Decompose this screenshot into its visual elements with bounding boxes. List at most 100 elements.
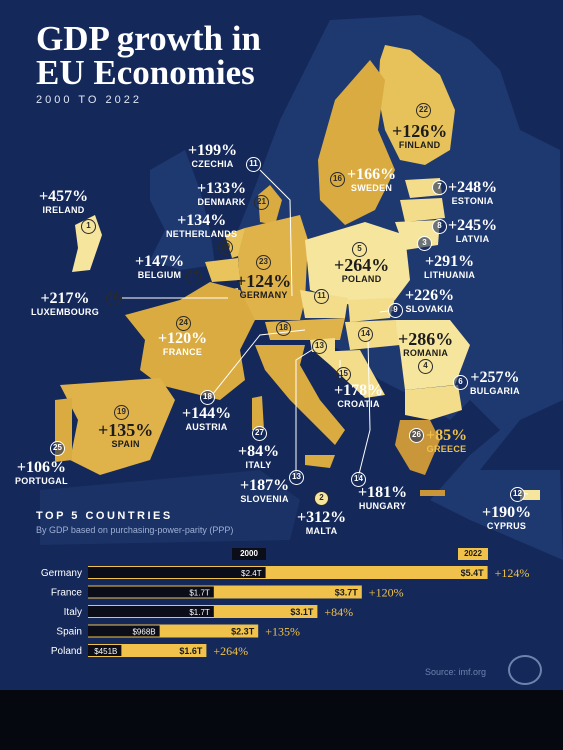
north-africa-land bbox=[40, 470, 300, 545]
growth-croatia: +178% bbox=[334, 382, 384, 399]
rank-badge-greece: 26 bbox=[409, 428, 424, 443]
growth-czechia: +199% bbox=[188, 142, 238, 159]
growth-hungary: +181% bbox=[358, 484, 408, 501]
name-estonia: ESTONIA bbox=[451, 196, 494, 206]
bar-2000-poland bbox=[88, 645, 122, 656]
growth-slovakia: +226% bbox=[405, 287, 455, 304]
growth-austria: +144% bbox=[182, 405, 232, 422]
rank-badge-cyprus: 12 bbox=[510, 487, 525, 502]
growth-portugal: +106% bbox=[16, 459, 67, 476]
category-label-spain: Spain bbox=[56, 627, 82, 638]
label-lithuania: +291% LITHUANIA bbox=[424, 254, 476, 281]
growth-malta: +312% bbox=[297, 509, 347, 526]
name-ireland: IRELAND bbox=[42, 205, 85, 215]
infographic-poster: Germany $2.4T $5.4T +124% France $1.7T $3.7T +1… bbox=[0, 0, 563, 690]
uk-land bbox=[150, 150, 215, 270]
rank-badge-germany: 23 bbox=[256, 255, 271, 270]
value-label-2022-italy: $3.1T bbox=[290, 607, 314, 617]
bar-2000-france bbox=[88, 586, 214, 598]
value-label-2000-poland: $451B bbox=[94, 647, 117, 656]
growth-label-spain: +135% bbox=[265, 625, 300, 639]
rank-badge-netherlands: 20 bbox=[218, 240, 233, 255]
name-malta: MALTA bbox=[305, 526, 338, 536]
growth-slovenia: +187% bbox=[240, 477, 290, 494]
rank-badge-austria: 18 bbox=[200, 390, 215, 405]
name-czechia: CZECHIA bbox=[191, 159, 234, 169]
label-bulgaria: +257% BULGARIA bbox=[470, 369, 520, 397]
rank-badge-belgium: 17 bbox=[186, 269, 201, 284]
rank-badge-austria-map: 18 bbox=[276, 321, 291, 336]
name-germany: GERMANY bbox=[239, 290, 288, 300]
name-hungary: HUNGARY bbox=[358, 501, 407, 511]
name-croatia: CROATIA bbox=[337, 399, 380, 409]
name-finland: FINLAND bbox=[398, 140, 441, 150]
bar-2000-spain bbox=[88, 625, 160, 637]
name-latvia: LATVIA bbox=[455, 234, 490, 244]
growth-label-germany: +124% bbox=[495, 566, 530, 580]
name-greece: GREECE bbox=[426, 444, 467, 454]
name-austria: AUSTRIA bbox=[185, 422, 228, 432]
value-label-2000-france: $1.7T bbox=[189, 589, 210, 598]
brand-logo-icon bbox=[508, 655, 542, 685]
region-italy bbox=[255, 345, 345, 445]
name-slovakia: SLOVAKIA bbox=[405, 304, 454, 314]
label-cyprus: +190% CYPRUS bbox=[482, 505, 531, 532]
top5-title: TOP 5 COUNTRIES bbox=[36, 510, 173, 522]
top5-subtitle: By GDP based on purchasing-power-parity … bbox=[36, 525, 234, 535]
label-belgium: +147% BELGIUM bbox=[135, 254, 184, 281]
growth-romania: +286% bbox=[398, 329, 454, 349]
leader-line-czechia bbox=[259, 169, 293, 297]
region-sicily bbox=[305, 455, 335, 468]
growth-greece: +85% bbox=[426, 427, 468, 444]
growth-bulgaria: +257% bbox=[470, 369, 520, 386]
growth-finland: +126% bbox=[392, 121, 448, 141]
name-bulgaria: BULGARIA bbox=[470, 386, 520, 396]
rank-badge-lithuania: 3 bbox=[417, 236, 432, 251]
bar-2000-germany bbox=[88, 567, 266, 578]
growth-spain: +135% bbox=[98, 420, 154, 440]
category-label-france: France bbox=[51, 588, 83, 599]
label-slovakia: +226% SLOVAKIA bbox=[405, 287, 455, 315]
name-lithuania: LITHUANIA bbox=[424, 270, 476, 280]
rank-badge-finland: 22 bbox=[416, 103, 431, 118]
bottom-dark-strip bbox=[0, 690, 563, 750]
rank-badge-czechia: 11 bbox=[246, 157, 261, 172]
value-label-2000-spain: $968B bbox=[132, 628, 155, 637]
value-label-2000-italy: $1.7T bbox=[189, 608, 210, 617]
name-denmark: DENMARK bbox=[197, 197, 246, 207]
rank-badge-luxembourg: 10 bbox=[106, 291, 121, 306]
label-sweden: +166% SWEDEN bbox=[347, 166, 397, 194]
label-finland: +126% FINLAND bbox=[392, 122, 447, 150]
region-crete bbox=[420, 490, 445, 496]
region-poland bbox=[305, 222, 410, 305]
name-portugal: PORTUGAL bbox=[15, 476, 68, 486]
name-netherlands: NETHERLANDS bbox=[166, 229, 238, 239]
rank-badge-france: 24 bbox=[176, 316, 191, 331]
leader-line-hungary bbox=[357, 339, 371, 479]
rank-badge-croatia: 15 bbox=[336, 367, 351, 382]
growth-sweden: +166% bbox=[347, 166, 397, 183]
rank-badge-denmark: 21 bbox=[254, 195, 269, 210]
rank-badge-sweden: 16 bbox=[330, 172, 345, 187]
rank-badge-malta: 2 bbox=[314, 491, 329, 506]
name-slovenia: SLOVENIA bbox=[240, 494, 289, 504]
label-estonia: +248% ESTONIA bbox=[448, 180, 497, 207]
rank-badge-bulgaria: 6 bbox=[453, 375, 468, 390]
rank-badge-hungary-map: 14 bbox=[358, 327, 373, 342]
region-romania bbox=[395, 320, 470, 390]
category-label-italy: Italy bbox=[64, 607, 82, 618]
label-ireland: +457% IRELAND bbox=[39, 189, 88, 216]
growth-poland: +264% bbox=[334, 255, 390, 275]
page-title: GDP growth in EU Economies bbox=[36, 19, 261, 92]
growth-label-france: +120% bbox=[369, 586, 404, 600]
name-cyprus: CYPRUS bbox=[486, 521, 527, 531]
growth-label-poland: +264% bbox=[213, 644, 248, 658]
region-greece bbox=[395, 420, 440, 475]
leader-line-slovenia bbox=[295, 347, 316, 478]
category-label-germany: Germany bbox=[41, 568, 82, 579]
name-belgium: BELGIUM bbox=[137, 270, 182, 280]
value-label-2000-germany: $2.4T bbox=[241, 569, 262, 578]
name-spain: SPAIN bbox=[111, 439, 140, 449]
label-luxembourg: +217% LUXEMBOURG bbox=[31, 291, 99, 318]
label-malta: +312% MALTA bbox=[297, 509, 347, 537]
